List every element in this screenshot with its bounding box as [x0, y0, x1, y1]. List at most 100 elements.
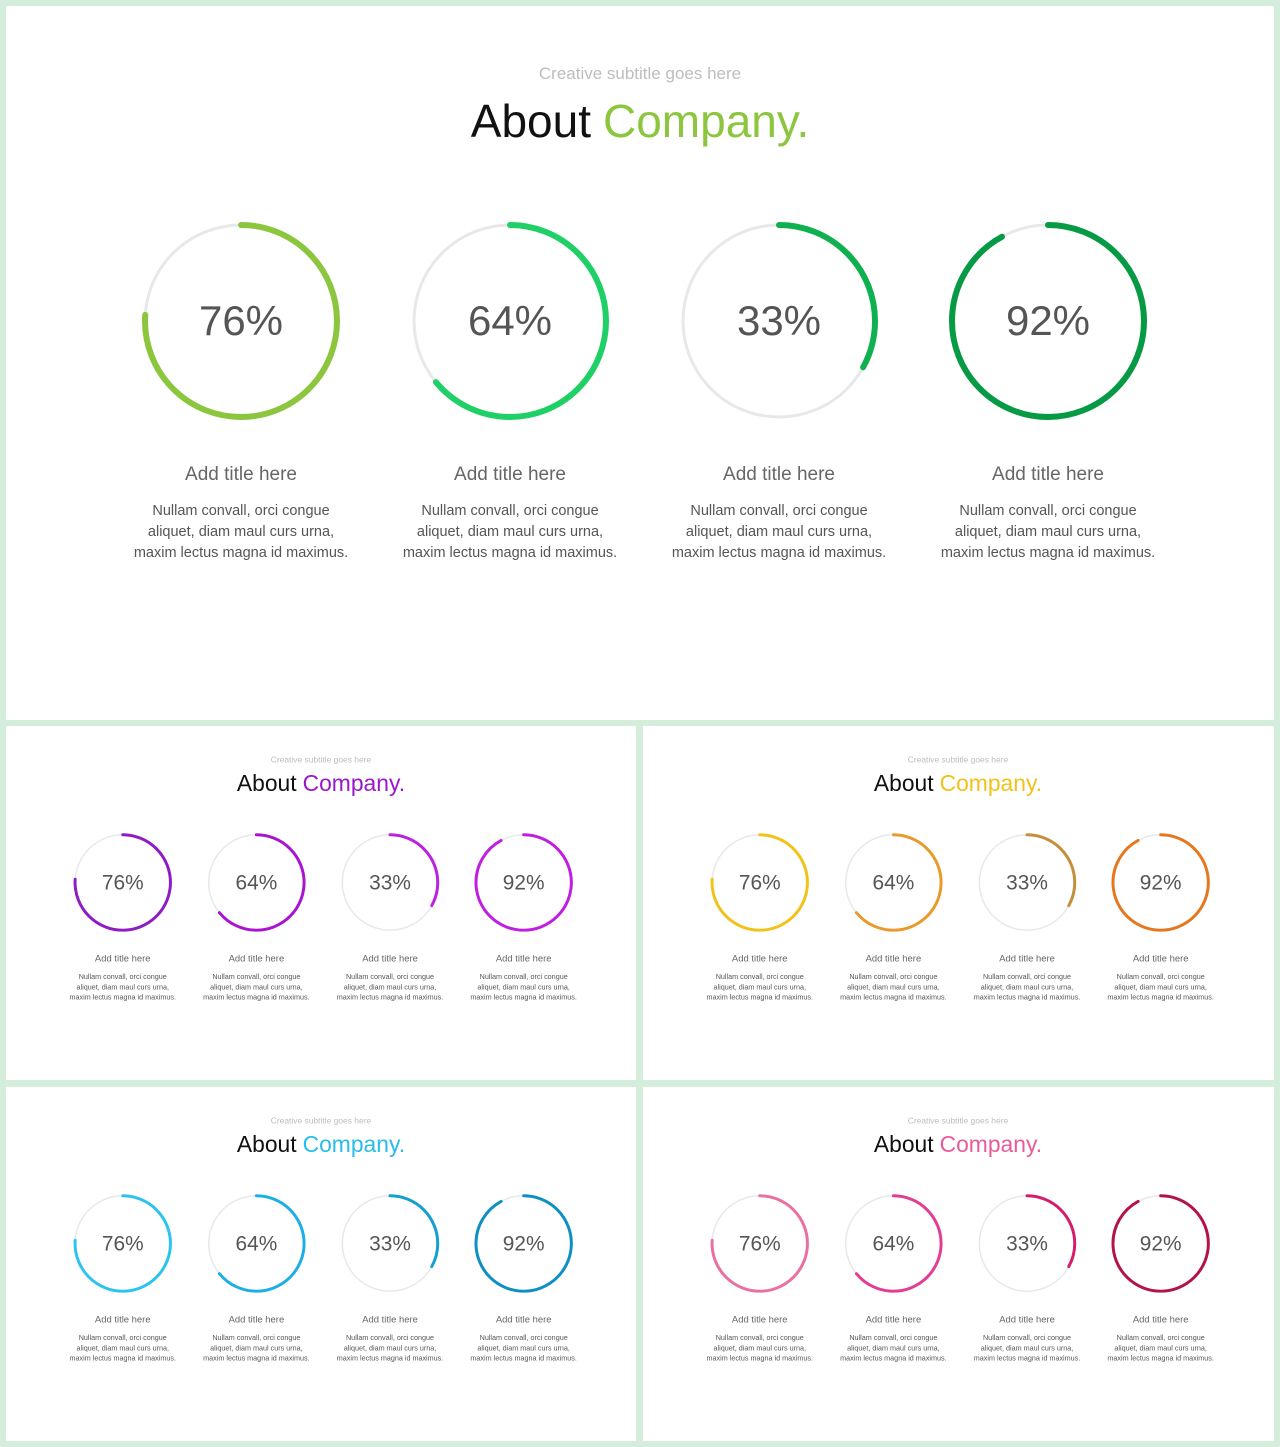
progress-ring: [73, 833, 172, 932]
item-description: Nullam convall, orci congue aliquet, dia…: [69, 1333, 176, 1363]
percent-label: 92%: [502, 870, 545, 894]
stat-item: 92% Add title here Nullam convall, orci co…: [1106, 1194, 1215, 1383]
progress-ring: [844, 1194, 943, 1293]
item-description: Nullam convall, orci congue aliquet, dia…: [1107, 972, 1214, 1002]
item-title: Add title here: [865, 1314, 922, 1325]
percent-label: 33%: [736, 297, 822, 344]
percent-label: 33%: [369, 1231, 411, 1255]
percent-label: 92%: [1005, 297, 1091, 344]
progress-arc: [844, 1194, 943, 1293]
progress-ring-svg: [710, 1194, 809, 1293]
progress-ring: [340, 1194, 440, 1293]
progress-ring: [207, 1194, 306, 1293]
progress-ring: [410, 221, 610, 421]
title-accent: Company.: [939, 770, 1043, 797]
percent-label: 64%: [872, 1231, 915, 1255]
progress-ring: [141, 221, 341, 421]
title-accent: Company.: [939, 1131, 1043, 1158]
item-description: Nullam convall, orci congue aliquet, dia…: [203, 972, 310, 1002]
percent-label: 64%: [467, 297, 553, 344]
slide-yellow: Creative subtitle goes here About Company…: [643, 726, 1274, 1080]
stat-item: 92% Add title here Nullam convall, orci co…: [1106, 833, 1215, 1022]
progress-arc: [73, 833, 172, 932]
slide-content: Creative subtitle goes here About Company…: [6, 726, 636, 1080]
progress-arc: [207, 833, 306, 932]
progress-arc: [73, 1194, 172, 1293]
item-title: Add title here: [1132, 953, 1189, 964]
item-description: Nullam convall, orci congue aliquet, dia…: [940, 503, 1156, 561]
progress-ring: [1111, 833, 1210, 932]
progress-ring-svg: [1111, 833, 1210, 932]
progress-ring: [73, 1194, 172, 1293]
item-description: Nullam convall, orci congue aliquet, dia…: [203, 1333, 310, 1363]
item-title: Add title here: [723, 464, 835, 485]
progress-ring: [340, 833, 440, 932]
item-description: Nullam convall, orci congue aliquet, dia…: [336, 1333, 444, 1363]
progress-ring-svg: [207, 1194, 306, 1293]
slide-blue: Creative subtitle goes here About Company…: [6, 1087, 636, 1441]
stat-item: 64% Add title here Nullam convall, orci co…: [839, 833, 948, 1022]
progress-ring-svg: [844, 833, 943, 932]
item-title: Add title here: [1132, 1314, 1189, 1325]
progress-arc: [474, 1194, 573, 1293]
percent-label: 64%: [872, 870, 915, 894]
progress-ring: [474, 833, 573, 932]
stat-item: 76% Add title here Nullam convall, orci co…: [705, 1194, 814, 1383]
slide-title: About Company.: [643, 1131, 1273, 1158]
item-description: Nullam convall, orci congue aliquet, dia…: [470, 972, 577, 1002]
stat-item: 64% Add title here Nullam convall, orci co…: [400, 221, 620, 601]
item-description: Nullam convall, orci congue aliquet, dia…: [69, 972, 176, 1002]
slide-content: Creative subtitle goes here About Company…: [643, 1087, 1273, 1441]
slide-large: Creative subtitle goes here About Company…: [6, 6, 1274, 720]
progress-ring: [844, 833, 943, 932]
percent-label: 64%: [235, 1231, 278, 1255]
stat-item: 92% Add title here Nullam convall, orci co…: [938, 221, 1158, 601]
progress-ring-svg: [207, 833, 306, 932]
progress-arc: [844, 833, 943, 932]
progress-ring: [977, 833, 1077, 932]
item-description: Nullam convall, orci congue aliquet, dia…: [671, 503, 887, 561]
item-description: Nullam convall, orci congue aliquet, dia…: [706, 1333, 813, 1363]
item-title: Add title here: [362, 1314, 418, 1325]
progress-ring-svg: [142, 222, 340, 420]
slide-content: Creative subtitle goes here About Company…: [6, 1087, 636, 1441]
item-title: Add title here: [94, 1314, 151, 1325]
item-title: Add title here: [731, 1314, 788, 1325]
percent-label: 33%: [1006, 870, 1048, 894]
item-description: Nullam convall, orci congue aliquet, dia…: [840, 972, 947, 1002]
progress-ring-svg: [340, 1194, 440, 1293]
title-main: About: [236, 1131, 297, 1158]
slide-content: Creative subtitle goes here About Company…: [643, 726, 1273, 1080]
item-description: Nullam convall, orci congue aliquet, dia…: [133, 503, 349, 561]
item-title: Add title here: [999, 953, 1055, 964]
slide-pink: Creative subtitle goes here About Company…: [643, 1087, 1274, 1441]
title-accent: Company.: [302, 770, 406, 797]
item-title: Add title here: [228, 1314, 285, 1325]
progress-ring-svg: [73, 1194, 172, 1293]
progress-ring-svg: [1111, 1194, 1210, 1293]
item-description: Nullam convall, orci congue aliquet, dia…: [402, 503, 618, 561]
slide-title: About Company.: [6, 1131, 636, 1158]
progress-arc: [977, 833, 1077, 932]
progress-arc: [977, 1194, 1077, 1293]
stat-item: 76% Add title here Nullam convall, orci co…: [68, 833, 177, 1022]
progress-arc: [411, 222, 609, 420]
progress-arc: [1111, 1194, 1210, 1293]
item-description: Nullam convall, orci congue aliquet, dia…: [336, 972, 444, 1002]
percent-label: 76%: [101, 1231, 144, 1255]
slide-content: Creative subtitle goes here About Company…: [6, 6, 1274, 720]
percent-label: 76%: [198, 297, 284, 344]
slide-purple: Creative subtitle goes here About Company…: [6, 726, 636, 1080]
progress-ring: [679, 221, 879, 421]
stat-items: 76% Add title here Nullam convall, orci co…: [643, 726, 1273, 1080]
item-title: Add title here: [228, 953, 285, 964]
stat-item: 33% Add title here Nullam convall, orci co…: [972, 1194, 1081, 1383]
stat-item: 76% Add title here Nullam convall, orci co…: [705, 833, 814, 1022]
item-title: Add title here: [94, 953, 151, 964]
progress-ring: [1111, 1194, 1210, 1293]
slide-title: About Company.: [6, 770, 636, 797]
progress-arc: [680, 222, 878, 420]
stat-item: 76% Add title here Nullam convall, orci co…: [131, 221, 351, 601]
slide-title: About Company.: [643, 770, 1273, 797]
progress-arc: [474, 833, 573, 932]
